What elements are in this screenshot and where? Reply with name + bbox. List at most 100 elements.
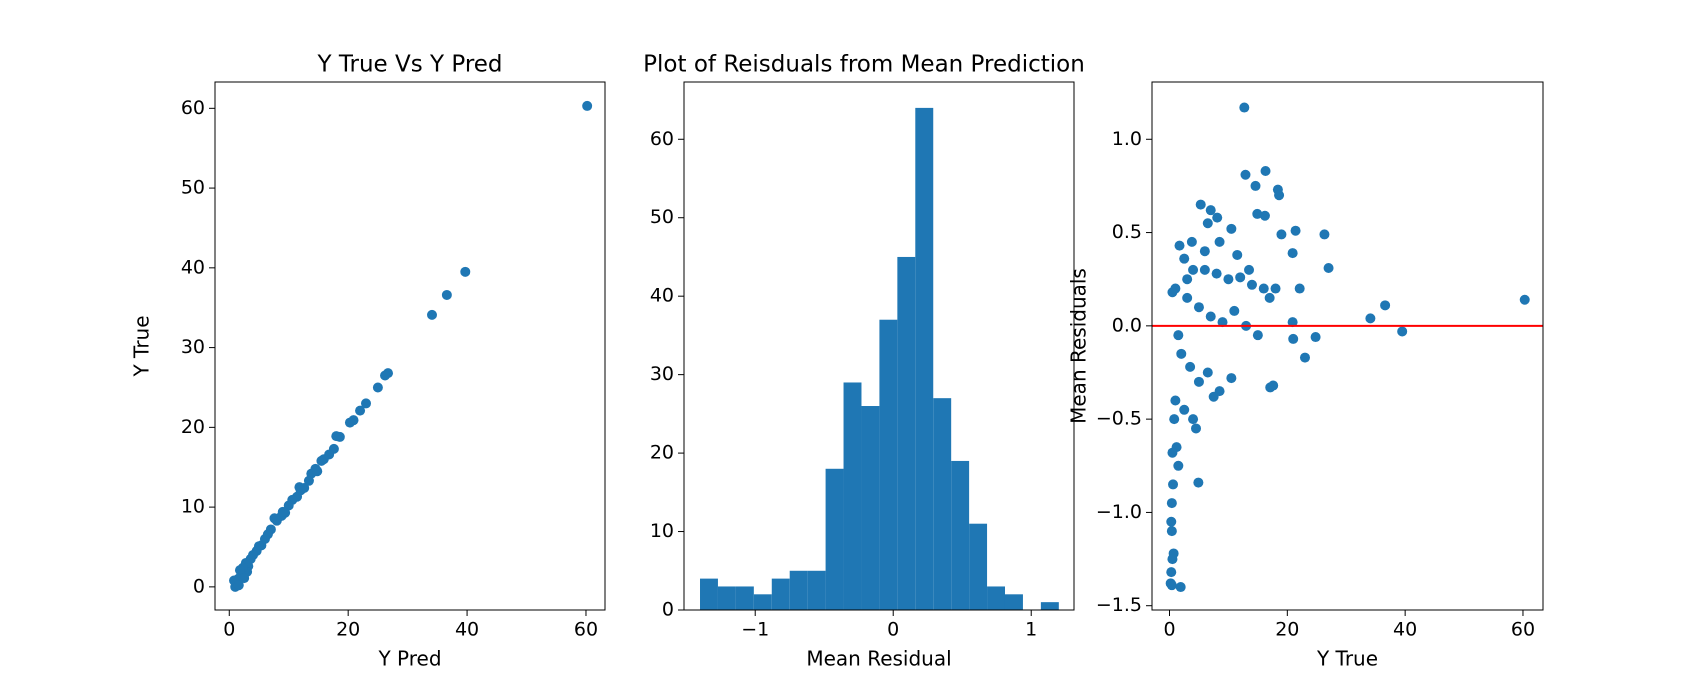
point: [1173, 460, 1184, 471]
point: [355, 405, 366, 416]
point: [1179, 404, 1190, 415]
point: [1299, 352, 1310, 363]
point: [1214, 236, 1225, 247]
point: [1264, 292, 1275, 303]
point: [372, 382, 383, 393]
point: [1365, 313, 1376, 324]
bar: [915, 107, 934, 610]
point: [1186, 236, 1197, 247]
x-tick-label: 0: [1163, 619, 1175, 641]
x-tick-label: −1: [741, 619, 769, 641]
y-tick-label: 50: [181, 177, 205, 199]
bar: [753, 594, 772, 610]
point: [1191, 423, 1202, 434]
point: [1380, 300, 1391, 311]
point: [1195, 199, 1206, 210]
point: [1182, 274, 1193, 285]
y-tick-label: 0: [662, 599, 674, 621]
point: [1212, 212, 1223, 223]
point: [1211, 268, 1222, 279]
y-tick-label: 0.0: [1112, 314, 1142, 336]
y-tick-label: −0.5: [1096, 408, 1142, 430]
x-tick-label: 1: [1025, 619, 1037, 641]
point: [1175, 582, 1186, 593]
x-tick-label: 60: [1511, 619, 1535, 641]
point: [1235, 272, 1246, 283]
y-tick-label: 10: [650, 520, 674, 542]
chart-title: Plot of Reisduals from Mean Prediction: [643, 52, 1085, 78]
y-tick-label: 60: [650, 128, 674, 150]
y-tick-label: 50: [650, 206, 674, 228]
point: [295, 485, 306, 496]
point: [1276, 229, 1287, 240]
point: [1167, 287, 1178, 298]
point: [233, 580, 244, 591]
point: [1239, 102, 1250, 113]
x-tick-label: 0: [223, 619, 235, 641]
axes-frame: [214, 81, 606, 611]
point: [316, 455, 327, 466]
axes-frame: [1151, 81, 1544, 611]
point: [1252, 330, 1263, 341]
point: [1290, 225, 1301, 236]
point: [1188, 264, 1199, 275]
point: [1208, 391, 1219, 402]
point: [1185, 361, 1196, 372]
bar: [807, 570, 826, 610]
point: [1217, 317, 1228, 328]
y-tick-label: −1.5: [1096, 594, 1142, 616]
bar: [1040, 602, 1059, 610]
point: [582, 100, 593, 111]
point: [1182, 292, 1193, 303]
chart-title: Y True Vs Y Pred: [316, 52, 502, 78]
bar: [771, 578, 790, 610]
point: [1174, 240, 1185, 251]
point: [1169, 414, 1180, 425]
point: [380, 370, 391, 381]
point: [1179, 253, 1190, 264]
bar: [933, 398, 952, 610]
point: [1287, 317, 1298, 328]
x-tick-label: 40: [1393, 619, 1417, 641]
x-axis-label: Mean Residual: [806, 647, 951, 671]
point: [1173, 330, 1184, 341]
point: [1170, 395, 1181, 406]
y-tick-label: 0: [193, 575, 205, 597]
point: [239, 573, 250, 584]
bar: [987, 586, 1005, 610]
point: [1202, 218, 1213, 229]
y-tick-label: 30: [650, 363, 674, 385]
point: [277, 506, 288, 517]
point: [1319, 229, 1330, 240]
point: [1193, 376, 1204, 387]
point: [1260, 165, 1271, 176]
y-axis-label: Mean Residuals: [1067, 268, 1091, 424]
point: [1166, 498, 1177, 509]
point: [1205, 205, 1216, 216]
point: [1232, 249, 1243, 260]
y-axis-label: Y True: [130, 315, 154, 377]
y-tick-label: 10: [181, 496, 205, 518]
point: [1166, 516, 1177, 527]
point: [331, 431, 342, 442]
point: [361, 398, 372, 409]
point: [1259, 210, 1270, 221]
y-tick-label: 20: [181, 416, 205, 438]
x-axis-label: Y True: [1316, 647, 1378, 671]
point: [460, 266, 471, 277]
point: [1294, 283, 1305, 294]
bar: [717, 586, 736, 610]
bar: [789, 570, 808, 610]
point: [1199, 264, 1210, 275]
point: [1268, 380, 1279, 391]
y-tick-label: 60: [181, 97, 205, 119]
point: [1288, 333, 1299, 344]
bar: [897, 256, 916, 610]
point: [1270, 283, 1281, 294]
point: [1397, 326, 1408, 337]
bar: [700, 578, 718, 610]
point: [1166, 526, 1177, 537]
point: [1193, 302, 1204, 313]
point: [1199, 246, 1210, 257]
